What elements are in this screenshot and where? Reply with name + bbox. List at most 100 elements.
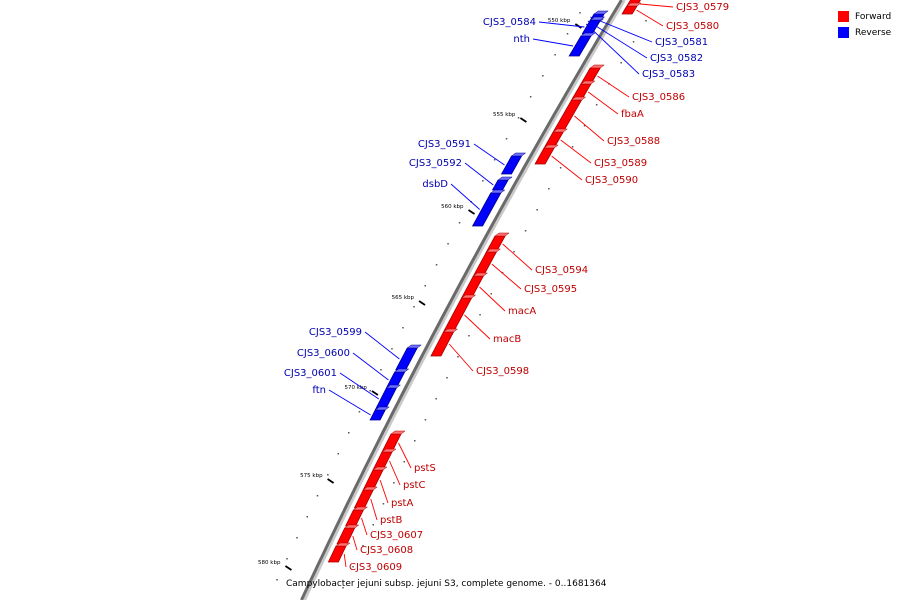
leader-line (636, 9, 664, 27)
minor-tick (403, 461, 405, 463)
gene-label-CJS3_0589: CJS3_0589 (594, 158, 647, 169)
scale-tick (468, 209, 476, 215)
gene-bevel (385, 384, 402, 389)
leader-line (328, 389, 371, 416)
minor-tick (372, 524, 374, 526)
gene-block-CJS3_0591 (500, 155, 523, 175)
leader-line (370, 498, 378, 521)
gene-label-CJS3_0600: CJS3_0600 (297, 348, 350, 359)
gene-bevel (381, 448, 397, 453)
gene-bevel (543, 144, 559, 149)
gene-block-CJS3_0592 (491, 179, 509, 191)
minor-tick (595, 104, 598, 106)
leader-line (538, 21, 585, 28)
gene-bevel (580, 80, 596, 85)
gene-label-CJS3_0581: CJS3_0581 (655, 37, 708, 48)
leader-line (361, 517, 368, 536)
minor-tick (446, 377, 448, 379)
leader-line (532, 38, 574, 47)
gene-label-CJS3_0582: CJS3_0582 (650, 53, 703, 64)
gene-label-pstS: pstS (414, 463, 436, 474)
minor-tick (536, 209, 538, 211)
legend-label-reverse: Reverse (855, 27, 892, 38)
leader-line (597, 75, 630, 98)
scale-label: 575 kbp (300, 473, 323, 479)
legend-item-reverse: Reverse (838, 25, 891, 40)
leader-line (551, 155, 583, 181)
minor-tick (505, 138, 508, 140)
gene-label-pstA: pstA (391, 498, 413, 509)
gene-bevel (372, 466, 388, 471)
leader-line (574, 115, 605, 142)
gene-label-dsbD: dsbD (422, 179, 448, 190)
minor-tick (583, 125, 586, 127)
gene-bevel (510, 152, 527, 157)
minor-tick (276, 579, 278, 581)
gene-label-ftn: ftn (312, 385, 326, 396)
gene-label-CJS3_0584: CJS3_0584 (483, 17, 536, 28)
leader-line (473, 143, 505, 166)
gene-block-ftn (369, 409, 386, 421)
strand-legend: Forward Reverse (838, 9, 891, 41)
minor-tick (286, 558, 288, 560)
leader-line (379, 479, 389, 504)
minor-tick (490, 293, 492, 295)
minor-tick (435, 398, 437, 400)
minor-tick (479, 314, 481, 316)
minor-tick (517, 117, 520, 119)
scale-tick (327, 478, 335, 484)
minor-tick (413, 306, 415, 308)
minor-tick (457, 356, 459, 358)
gene-bevel (442, 328, 459, 333)
minor-tick (348, 432, 350, 434)
gene-label-macA: macA (508, 306, 536, 317)
gene-bevel (589, 16, 606, 21)
minor-tick (482, 180, 484, 182)
leader-line (640, 3, 674, 8)
gene-label-CJS3_0586: CJS3_0586 (632, 92, 685, 103)
gene-bevel (390, 430, 406, 435)
leader-line (339, 372, 380, 400)
minor-tick (369, 390, 371, 392)
gene-label-CJS3_0590: CJS3_0590 (585, 175, 638, 186)
gene-bevel (352, 506, 369, 511)
gene-label-CJS3_0598: CJS3_0598 (476, 366, 529, 377)
leader-line (352, 352, 389, 381)
minor-tick (524, 230, 527, 232)
minor-tick (458, 222, 461, 224)
gene-label-CJS3_0608: CJS3_0608 (360, 545, 413, 556)
gene-label-CJS3_0579: CJS3_0579 (676, 2, 729, 13)
minor-tick (435, 264, 438, 266)
gene-label-fbaA: fbaA (621, 109, 644, 120)
minor-tick (447, 243, 449, 245)
gene-block-CJS3_0607 (344, 509, 365, 527)
minor-tick (513, 251, 515, 253)
minor-tick (632, 41, 635, 43)
minor-tick (306, 516, 308, 518)
backbone-shadow (303, 0, 626, 600)
gene-label-CJS3_0592: CJS3_0592 (409, 158, 462, 169)
minor-tick (424, 419, 427, 421)
gene-bevel (589, 64, 605, 69)
gene-bevel (485, 248, 502, 253)
gene-label-CJS3_0588: CJS3_0588 (607, 136, 660, 147)
scale-label: 560 kbp (441, 204, 464, 210)
legend-label-forward: Forward (855, 11, 892, 22)
scale-label: 565 kbp (392, 295, 415, 301)
leader-line (343, 553, 347, 568)
gene-bevel (343, 524, 360, 529)
minor-tick (393, 482, 395, 484)
minor-tick (566, 33, 569, 35)
minor-tick (382, 503, 385, 505)
scale-tick (519, 117, 527, 123)
minor-tick (493, 159, 496, 161)
gene-block-CJS3_0608 (336, 527, 356, 545)
gene-bevel (593, 10, 609, 15)
gene-label-CJS3_0599: CJS3_0599 (309, 327, 362, 338)
scale-label: 570 kbp (344, 385, 367, 391)
reverse-swatch (838, 27, 849, 38)
scale-label: 550 kbp (548, 18, 571, 24)
leader-line (585, 23, 640, 75)
gene-label-pstC: pstC (403, 480, 425, 491)
